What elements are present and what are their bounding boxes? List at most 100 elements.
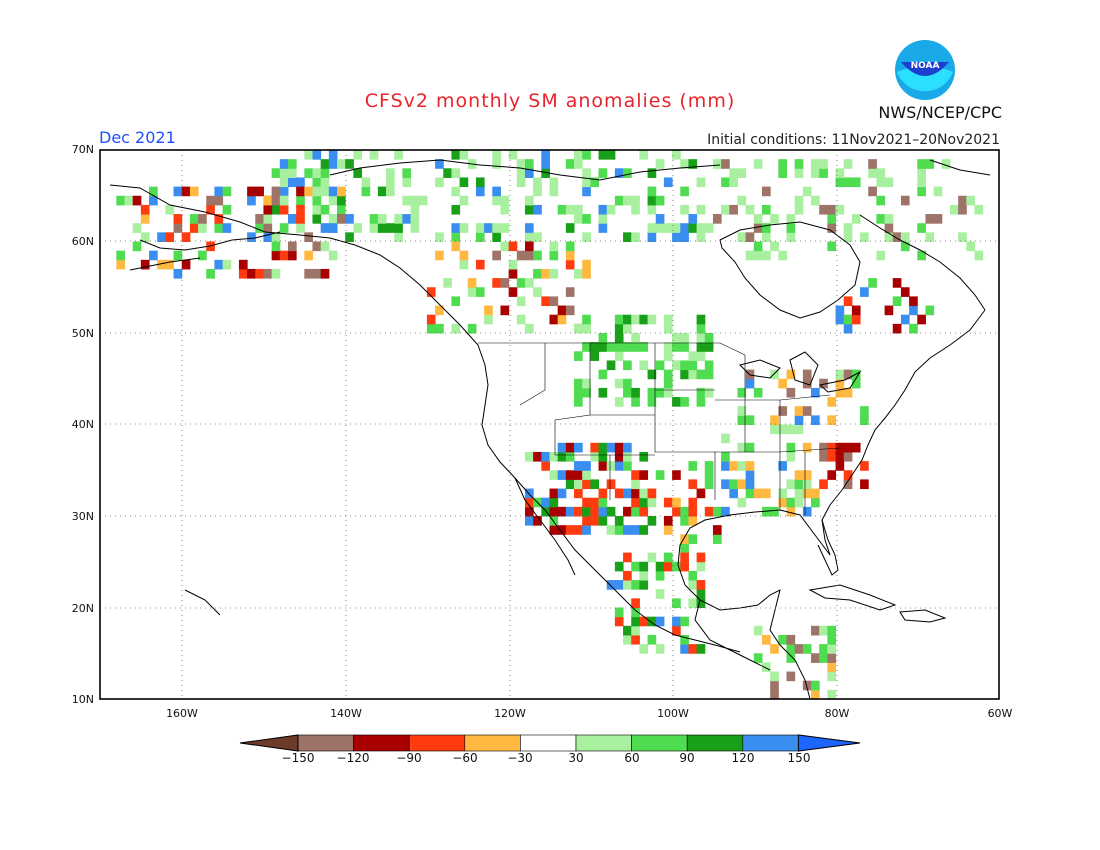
anomaly-cell: [696, 333, 706, 343]
anomaly-cell: [631, 204, 640, 215]
anomaly-cell: [802, 479, 812, 490]
anomaly-cell: [655, 570, 665, 581]
anomaly-cell: [565, 223, 575, 233]
anomaly-cell: [377, 223, 387, 233]
anomaly-cell: [386, 168, 395, 178]
colorbar-tick-label: 120: [731, 751, 755, 765]
anomaly-cell: [835, 177, 845, 188]
anomaly-cell: [623, 488, 632, 499]
anomaly-cell: [639, 150, 649, 160]
anomaly-cell: [549, 268, 559, 279]
anomaly-cell: [639, 525, 649, 535]
anomaly-cell: [778, 488, 788, 499]
anomaly-cell: [794, 479, 804, 490]
anomaly-cell: [337, 195, 346, 206]
anomaly-cell: [737, 195, 747, 206]
anomaly-cell: [353, 223, 363, 233]
anomaly-cell: [394, 223, 403, 233]
colorbar-swatch: [297, 734, 354, 752]
anomaly-cell: [688, 369, 698, 380]
anomaly-cell: [672, 150, 681, 160]
anomaly-cell: [312, 214, 322, 224]
anomaly-cell: [582, 387, 591, 398]
anomaly-cell: [435, 305, 444, 316]
anomaly-cell: [770, 671, 779, 682]
anomaly-cell: [304, 186, 313, 197]
anomaly-cell: [238, 268, 248, 279]
anomaly-cell: [279, 177, 289, 188]
anomaly-cell: [623, 360, 632, 371]
anomaly-cell: [451, 296, 461, 307]
anomaly-cell: [140, 214, 150, 224]
anomaly-cell: [631, 580, 640, 590]
anomaly-cell: [704, 360, 714, 371]
anomaly-cell: [116, 250, 126, 261]
anomaly-cell: [631, 333, 640, 343]
anomaly-cell: [590, 479, 600, 490]
anomaly-cell: [753, 250, 763, 261]
colorbar-swatch: [742, 734, 799, 752]
anomaly-cell: [590, 506, 600, 517]
anomaly-cell: [549, 488, 559, 499]
anomaly-cell: [974, 204, 984, 215]
anomaly-cell: [222, 223, 232, 233]
anomaly-cell: [843, 159, 853, 169]
anomaly-cell: [925, 305, 935, 316]
anomaly-cell: [778, 159, 788, 169]
anomaly-cell: [786, 424, 796, 435]
anomaly-cell: [811, 625, 820, 636]
anomaly-cell: [647, 186, 657, 197]
anomaly-cell: [271, 268, 281, 279]
anomaly-cell: [484, 305, 493, 316]
anomaly-cell: [745, 250, 755, 261]
anomaly-cell: [819, 442, 828, 453]
anomaly-cell: [606, 204, 616, 215]
anomaly-cell: [214, 259, 224, 270]
anomaly-cell: [753, 488, 763, 499]
anomaly-cell: [582, 186, 591, 197]
anomaly-cell: [590, 497, 600, 508]
anomaly-cell: [410, 195, 420, 206]
anomaly-cell: [189, 186, 199, 197]
anomaly-cell: [737, 406, 747, 416]
anomaly-cell: [475, 223, 485, 233]
anomaly-cell: [631, 525, 640, 535]
anomaly-cell: [786, 497, 796, 508]
anomaly-cell: [328, 186, 338, 197]
anomaly-cell: [173, 223, 183, 233]
anomaly-cell: [320, 177, 330, 188]
anomaly-cell: [271, 168, 281, 178]
anomaly-cell: [647, 497, 657, 508]
anomaly-cell: [639, 561, 649, 572]
anomaly-cell: [786, 671, 796, 682]
coastlines: [109, 159, 991, 699]
anomaly-cell: [639, 470, 649, 480]
anomaly-cell: [843, 232, 853, 242]
anomaly-cell: [189, 214, 199, 224]
anomaly-cell: [843, 177, 853, 188]
anomaly-cell: [418, 195, 428, 206]
anomaly-cell: [876, 195, 886, 206]
anomaly-cell: [304, 232, 313, 242]
anomaly-cell: [827, 662, 837, 673]
anomaly-cell: [753, 241, 763, 252]
anomaly-cell: [680, 232, 689, 242]
anomaly-cell: [222, 204, 232, 215]
anomaly-cell: [582, 497, 591, 508]
lat-label: 40N: [71, 418, 94, 431]
anomaly-cell: [582, 525, 591, 535]
anomaly-cell: [647, 634, 657, 645]
anomaly-cell: [475, 177, 485, 188]
anomaly-cell: [296, 177, 305, 188]
anomaly-cell: [214, 223, 224, 233]
anomaly-cell: [884, 177, 894, 188]
anomaly-cell: [475, 287, 485, 297]
anomaly-cell: [631, 616, 640, 627]
anomaly-cell: [835, 387, 845, 398]
anomaly-cell: [533, 204, 542, 215]
anomaly-cell: [672, 397, 681, 407]
anomaly-cell: [917, 159, 926, 169]
anomaly-cell: [574, 323, 583, 334]
anomaly-cell: [925, 232, 935, 242]
anomaly-cell: [835, 305, 845, 316]
